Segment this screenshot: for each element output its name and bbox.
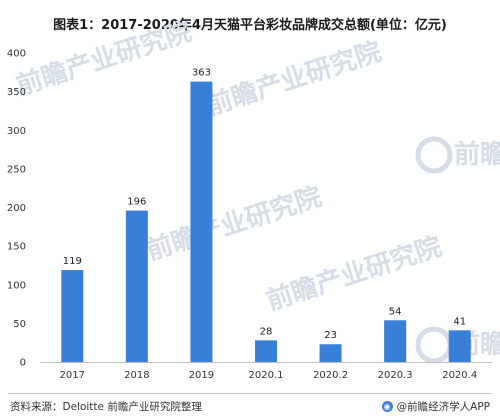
bar xyxy=(448,330,471,362)
watermark-text: 前瞻产业研究院 xyxy=(143,181,326,267)
x-tick-label: 2018 xyxy=(124,370,149,381)
bar xyxy=(384,320,407,362)
y-tick-label: 300 xyxy=(7,126,26,137)
footer-divider xyxy=(8,393,492,394)
watermark-logo-icon: 前瞻 xyxy=(415,136,500,174)
data-label: 196 xyxy=(127,197,146,208)
x-tick-label: 2020.2 xyxy=(313,370,348,381)
data-label: 54 xyxy=(389,306,402,317)
x-axis: 2017 2018 2019 2020.1 2020.2 2020.3 2020.4 xyxy=(40,362,492,381)
watermark-text: 前瞻产业研究院 xyxy=(203,36,386,122)
x-tick-label: 2017 xyxy=(60,370,85,381)
y-tick-label: 100 xyxy=(7,280,26,291)
data-label: 23 xyxy=(324,330,337,341)
y-tick-label: 0 xyxy=(20,358,26,369)
y-tick-label: 50 xyxy=(13,319,26,330)
source-note: 资料来源：Deloitte 前瞻产业研究院整理 xyxy=(10,401,202,413)
x-tick-label: 2019 xyxy=(189,370,214,381)
x-tick-label: 2020.4 xyxy=(442,370,477,381)
bar xyxy=(125,210,148,362)
y-axis: 0 50 100 150 200 250 300 350 400 xyxy=(7,49,26,369)
bar xyxy=(61,270,84,362)
footer: 资料来源：Deloitte 前瞻产业研究院整理 ◉ @前瞻经济学人APP xyxy=(0,397,500,415)
bar xyxy=(255,340,277,362)
watermark-logo-text: 前瞻 xyxy=(454,139,500,170)
data-label: 363 xyxy=(192,68,211,79)
brand-credit: ◉ @前瞻经济学人APP xyxy=(381,399,490,414)
brand-text: @前瞻经济学人APP xyxy=(396,401,490,413)
bar xyxy=(190,81,213,363)
chart-title: 图表1：2017-2020年4月天猫平台彩妆品牌成交总额(单位：亿元) xyxy=(53,18,447,33)
y-tick-label: 350 xyxy=(7,87,26,98)
bars-group: 119 196 363 28 23 54 41 xyxy=(61,68,471,363)
data-label: 119 xyxy=(63,256,82,267)
bar-chart: 前瞻产业研究院前瞻产业研究院前瞻产业研究院前瞻产业研究院前瞻前瞻 0501001… xyxy=(7,16,500,381)
watermark-text: 前瞻产业研究院 xyxy=(263,231,446,317)
x-tick-label: 2020.1 xyxy=(249,370,284,381)
x-tick-label: 2020.3 xyxy=(378,370,413,381)
y-tick-label: 400 xyxy=(7,49,26,60)
watermark-layer: 前瞻产业研究院前瞻产业研究院前瞻产业研究院前瞻产业研究院前瞻前瞻 xyxy=(13,16,500,364)
brand-logo-icon: ◉ xyxy=(381,401,393,412)
y-tick-label: 150 xyxy=(7,242,26,253)
bar xyxy=(319,344,342,362)
data-label: 28 xyxy=(260,326,273,337)
watermark-text: 前瞻产业研究院 xyxy=(13,16,196,102)
y-tick-label: 250 xyxy=(7,164,26,175)
data-label: 41 xyxy=(453,316,466,327)
y-tick-label: 200 xyxy=(7,203,26,214)
